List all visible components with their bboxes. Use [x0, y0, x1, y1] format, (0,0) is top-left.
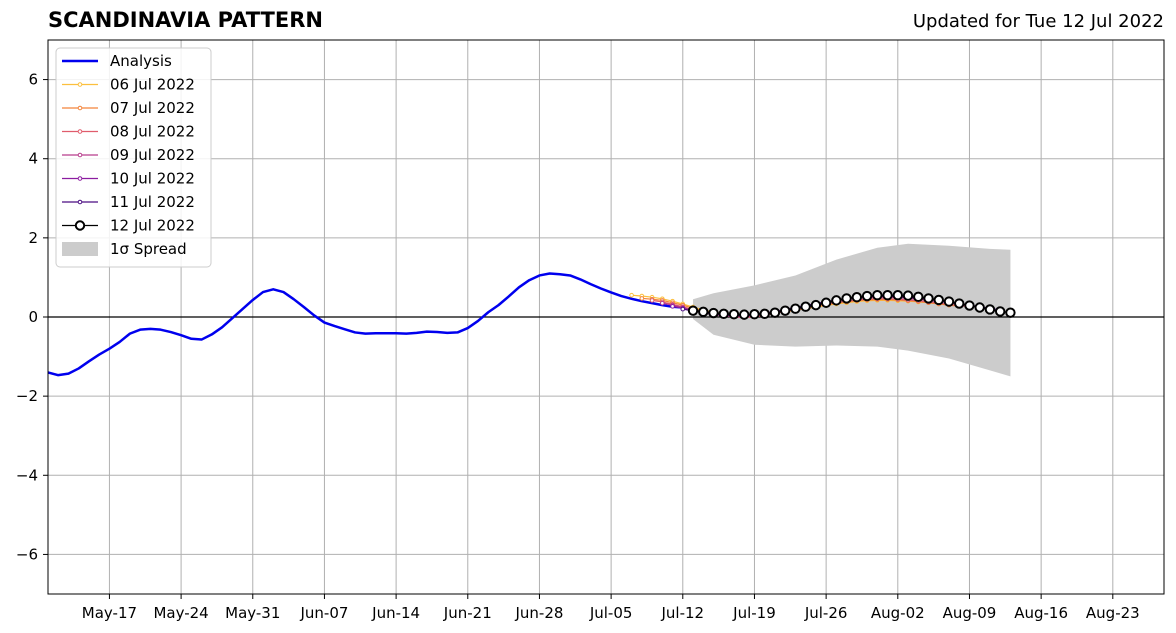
y-tick-label: 2 — [28, 229, 38, 247]
data-point — [1005, 307, 1016, 318]
data-point — [943, 296, 955, 307]
data-point — [790, 303, 801, 314]
legend-label: 10 Jul 2022 — [110, 170, 195, 188]
y-tick-label: 4 — [28, 150, 38, 168]
data-point — [882, 290, 893, 301]
x-tick-label: Jul-26 — [804, 604, 848, 622]
series-forecast-7 — [687, 290, 1016, 320]
spread-band — [693, 243, 1011, 377]
data-point — [810, 299, 822, 311]
data-point — [728, 309, 740, 320]
legend-label: 07 Jul 2022 — [110, 99, 195, 117]
data-point — [629, 292, 634, 298]
x-tick-label: Jul-12 — [660, 604, 704, 622]
data-point — [749, 309, 760, 320]
legend-marker — [77, 129, 83, 134]
data-point — [718, 308, 729, 320]
legend-label: Analysis — [110, 52, 172, 70]
x-tick-label: Jun-28 — [514, 604, 563, 622]
legend-label: 12 Jul 2022 — [110, 217, 195, 235]
chart-title: SCANDINAVIA PATTERN — [48, 8, 323, 32]
data-point — [708, 307, 719, 319]
legend-entry: 06 Jul 2022 — [62, 76, 195, 94]
y-tick-label: −2 — [16, 387, 38, 405]
legend-entry: 08 Jul 2022 — [62, 123, 195, 141]
legend-label: 06 Jul 2022 — [110, 76, 195, 94]
data-point — [698, 306, 709, 318]
legend-entry: 10 Jul 2022 — [62, 170, 195, 188]
legend-entry: Analysis — [62, 52, 172, 70]
series-line — [48, 272, 683, 377]
data-point — [913, 291, 924, 303]
data-point — [670, 304, 675, 309]
legend-marker — [77, 152, 83, 158]
legend-marker — [77, 105, 83, 111]
legend-entry: 07 Jul 2022 — [62, 99, 195, 117]
data-point — [902, 290, 914, 301]
y-tick-label: −6 — [16, 545, 38, 563]
legend-marker — [77, 199, 83, 205]
legend-entry: 11 Jul 2022 — [62, 193, 195, 211]
legend-label: 08 Jul 2022 — [110, 123, 195, 141]
x-tick-label: Aug-09 — [943, 604, 997, 622]
legend-label: 09 Jul 2022 — [110, 146, 195, 164]
legend-marker — [77, 176, 83, 181]
data-point — [974, 302, 985, 313]
legend-label: 1σ Spread — [110, 240, 187, 258]
legend-marker — [74, 220, 86, 231]
legend-label: 11 Jul 2022 — [110, 193, 195, 211]
data-point — [964, 300, 975, 311]
x-tick-label: Jun-21 — [443, 604, 492, 622]
data-point — [872, 290, 883, 301]
data-point — [831, 295, 842, 306]
data-point — [841, 293, 852, 304]
data-point — [759, 308, 770, 320]
legend-marker — [77, 82, 83, 87]
x-tick-label: Jun-07 — [299, 604, 348, 622]
data-point — [933, 294, 944, 306]
legend-entry: 12 Jul 2022 — [62, 217, 195, 235]
x-tick-label: Aug-16 — [1014, 604, 1068, 622]
legend-entry: 1σ Spread — [62, 240, 187, 258]
x-tick-label: Jul-05 — [589, 604, 633, 622]
data-point — [779, 305, 791, 316]
legend: Analysis 06 Jul 2022 07 Jul 2022 08 Jul 202… — [55, 47, 212, 268]
legend-entry: 09 Jul 2022 — [62, 146, 195, 164]
updated-label: Updated for Tue 12 Jul 2022 — [912, 11, 1164, 32]
data-point — [984, 304, 996, 315]
x-tick-label: Aug-23 — [1086, 604, 1140, 622]
data-point — [680, 306, 686, 312]
data-point — [923, 293, 934, 304]
data-point — [649, 298, 655, 303]
y-tick-label: 0 — [28, 308, 38, 326]
data-point — [639, 296, 645, 301]
data-point — [851, 292, 863, 303]
x-tick-label: May-17 — [82, 604, 137, 622]
data-point — [861, 290, 873, 302]
x-tick-label: Jul-19 — [732, 604, 776, 622]
data-point — [739, 309, 750, 320]
x-tick-label: May-31 — [225, 604, 280, 622]
legend-box — [55, 47, 212, 268]
y-tick-label: −4 — [16, 466, 38, 484]
x-tick-label: Jun-14 — [371, 604, 420, 622]
data-point — [660, 300, 665, 306]
x-tick-label: May-24 — [153, 604, 208, 622]
data-point — [994, 306, 1006, 317]
data-point — [820, 297, 832, 308]
data-point — [769, 307, 781, 318]
data-point — [954, 298, 965, 309]
x-tick-label: Aug-02 — [871, 604, 925, 622]
series-analysis — [48, 272, 683, 377]
y-tick-label: 6 — [28, 71, 38, 89]
legend-swatch — [62, 242, 98, 256]
data-point — [687, 305, 699, 316]
data-point — [800, 301, 811, 312]
data-point — [892, 290, 903, 301]
